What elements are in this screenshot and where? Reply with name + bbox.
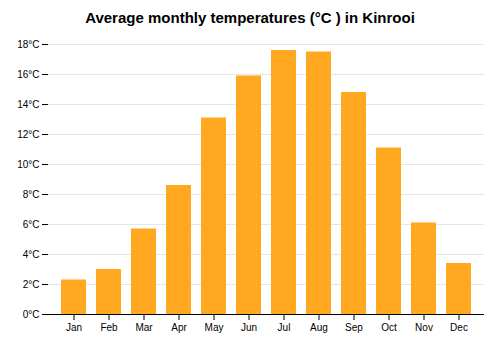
svg-text:Mar: Mar [135, 322, 153, 333]
html-text:Average monthly temperatures (: Average monthly temperatures (°C ) in Ki… [85, 9, 415, 26]
svg-text:Apr: Apr [171, 322, 187, 333]
svg-text:12°C: 12°C [17, 129, 39, 140]
svg-text:Dec: Dec [450, 322, 468, 333]
svg-text:May: May [205, 322, 224, 333]
svg-text:14°C: 14°C [17, 99, 39, 110]
svg-text:10°C: 10°C [17, 159, 39, 170]
svg-text:2°C: 2°C [23, 279, 40, 290]
svg-text:Nov: Nov [415, 322, 433, 333]
svg-text:16°C: 16°C [17, 69, 39, 80]
svg-text:4°C: 4°C [23, 249, 40, 260]
svg-text:Jun: Jun [241, 322, 257, 333]
svg-text:18°C: 18°C [17, 39, 39, 50]
svg-text:Aug: Aug [310, 322, 328, 333]
svg-text:8°C: 8°C [23, 189, 40, 200]
svg-text:Jul: Jul [278, 322, 291, 333]
svg-text:Oct: Oct [381, 322, 397, 333]
svg-text:Jan: Jan [66, 322, 82, 333]
svg-text:Sep: Sep [345, 322, 363, 333]
svg-text:0°C: 0°C [23, 309, 40, 320]
svg-text:6°C: 6°C [23, 219, 40, 230]
svg-text:Feb: Feb [100, 322, 118, 333]
